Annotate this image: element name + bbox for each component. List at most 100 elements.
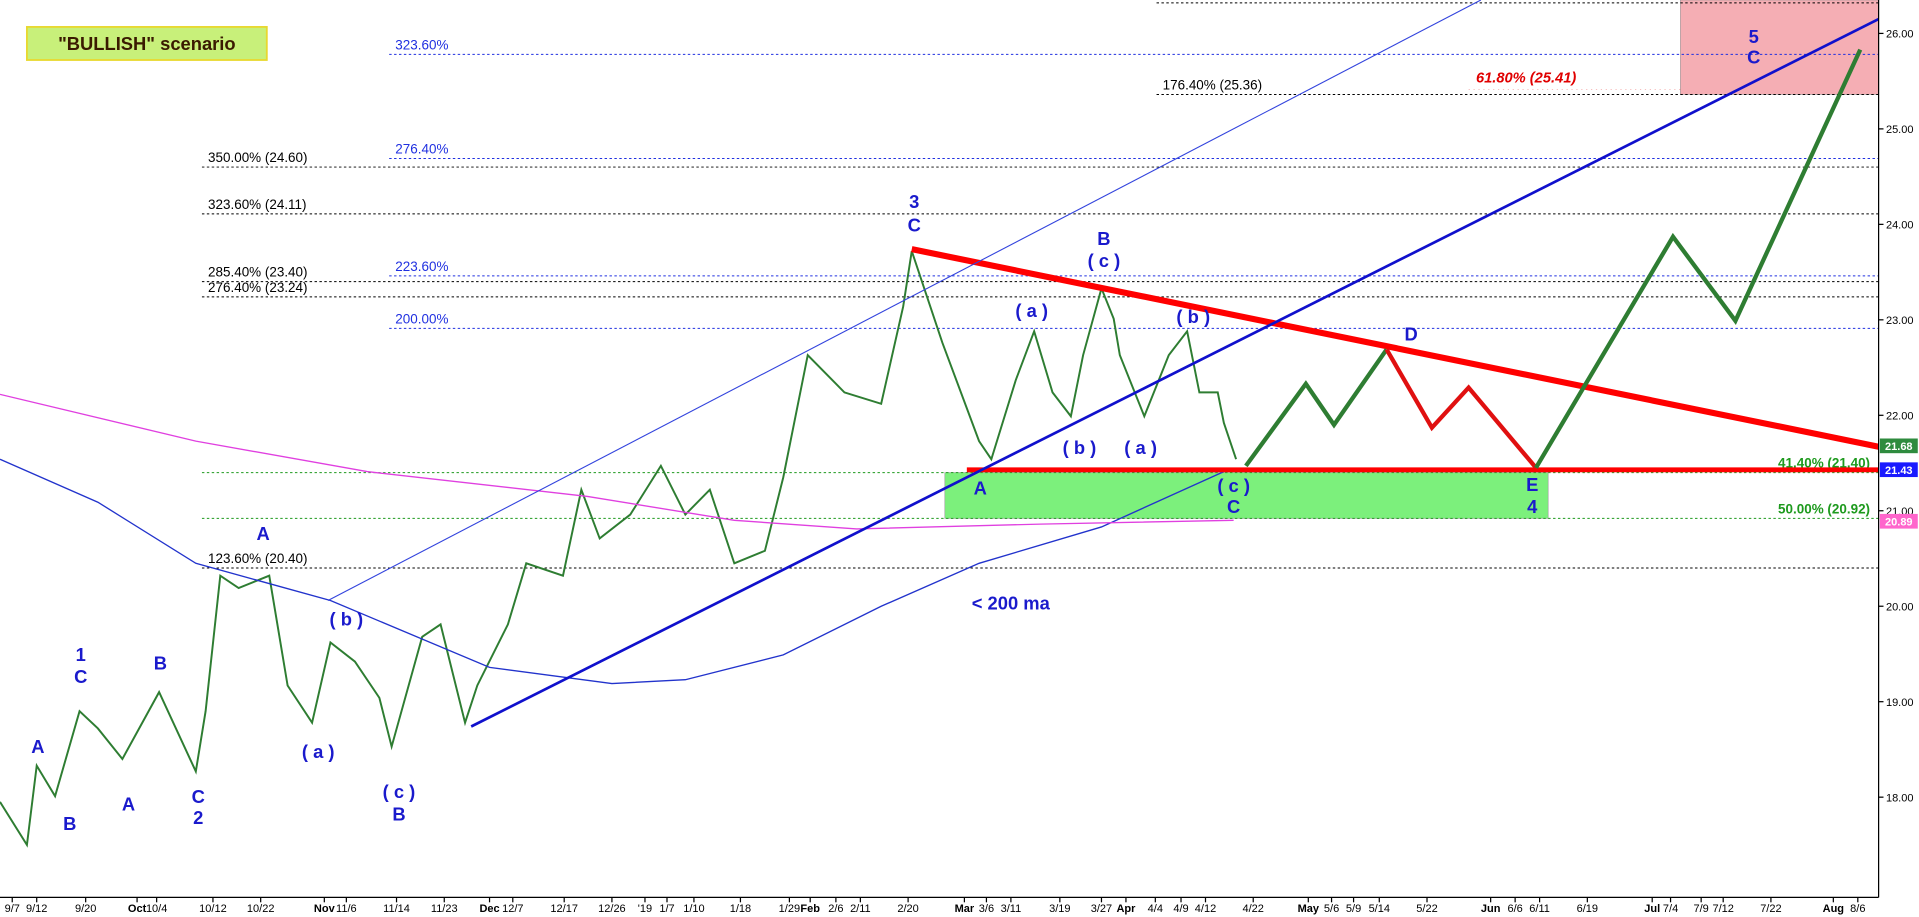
x-tick-label: Aug bbox=[1823, 903, 1844, 915]
x-tick-label: 7/12 bbox=[1712, 903, 1733, 915]
x-tick-label: 11/14 bbox=[383, 903, 410, 915]
x-tick-label: 5/14 bbox=[1369, 903, 1390, 915]
x-tick-label: 6/19 bbox=[1577, 903, 1598, 915]
fib-level-label: 41.40% (21.40) bbox=[1778, 456, 1870, 471]
x-tick-label: Mar bbox=[955, 903, 975, 915]
x-tick-label: 4/4 bbox=[1148, 903, 1163, 915]
x-tick-label: 6/6 bbox=[1507, 903, 1522, 915]
zone bbox=[944, 472, 1549, 519]
y-tick-label: 22.00 bbox=[1886, 411, 1914, 423]
x-tick-label: 7/9 bbox=[1694, 903, 1709, 915]
moving-average bbox=[0, 458, 1225, 685]
x-tick-label: 6/11 bbox=[1529, 903, 1550, 915]
wave-label: ( a ) bbox=[302, 741, 335, 762]
price-tag-label: 21.68 bbox=[1885, 441, 1913, 453]
wave-label: ( b ) bbox=[1063, 437, 1097, 458]
x-tick-label: 4/12 bbox=[1195, 903, 1216, 915]
fib-level-label: 285.40% (23.40) bbox=[208, 265, 307, 280]
x-tick-label: 8/6 bbox=[1850, 903, 1865, 915]
trend-line bbox=[470, 17, 1880, 728]
y-tick-label: 19.00 bbox=[1886, 697, 1914, 709]
price-tag bbox=[1879, 462, 1918, 478]
x-tick-label: '19 bbox=[638, 903, 652, 915]
wave-label: B bbox=[63, 813, 76, 834]
x-tick-label: 7/22 bbox=[1760, 903, 1781, 915]
wave-label: C bbox=[1227, 496, 1240, 517]
fib-level-label: 50.00% (20.92) bbox=[1778, 501, 1870, 516]
wave-label: 1 bbox=[76, 644, 86, 665]
x-tick-label: Jul bbox=[1644, 903, 1660, 915]
x-tick-label: 2/6 bbox=[828, 903, 843, 915]
wave-label: B bbox=[154, 653, 167, 674]
wave-label: A bbox=[31, 736, 44, 757]
wave-label: ( c ) bbox=[383, 781, 416, 802]
x-tick-label: 10/22 bbox=[247, 903, 275, 915]
x-tick-label: 9/12 bbox=[26, 903, 47, 915]
x-tick-label: May bbox=[1298, 903, 1320, 915]
title-box bbox=[26, 26, 268, 61]
trend-line bbox=[327, 0, 1482, 602]
price-line bbox=[0, 250, 1238, 848]
projection-path bbox=[1534, 48, 1863, 469]
wave-label: D bbox=[1404, 323, 1417, 344]
moving-average bbox=[0, 393, 1234, 530]
wave-label: ( a ) bbox=[1124, 437, 1157, 458]
x-tick-label: 12/7 bbox=[502, 903, 523, 915]
trend-line bbox=[911, 246, 1880, 450]
wave-label: 3 bbox=[909, 191, 919, 212]
x-tick-label: 4/22 bbox=[1243, 903, 1264, 915]
price-tag bbox=[1879, 438, 1918, 454]
wave-label: ( b ) bbox=[1176, 306, 1210, 327]
wave-label: C bbox=[74, 666, 87, 687]
wave-label: ( b ) bbox=[330, 609, 364, 630]
y-tick-label: 23.00 bbox=[1886, 315, 1914, 327]
price-tag-label: 21.43 bbox=[1885, 465, 1913, 477]
x-tick-label: 5/6 bbox=[1324, 903, 1339, 915]
projection-path bbox=[1244, 348, 1389, 468]
fib-level-label: 323.60% bbox=[395, 38, 448, 53]
fib-level-label: 276.40% bbox=[395, 142, 448, 157]
x-tick-label: 2/20 bbox=[897, 903, 918, 915]
x-tick-label: 1/7 bbox=[659, 903, 674, 915]
x-tick-label: 3/27 bbox=[1091, 903, 1112, 915]
x-tick-label: Jun bbox=[1481, 903, 1501, 915]
fib-level-label: 223.60% bbox=[395, 259, 448, 274]
y-tick-label: 18.00 bbox=[1886, 792, 1914, 804]
x-tick-label: 9/20 bbox=[75, 903, 96, 915]
x-tick-label: 10/12 bbox=[199, 903, 227, 915]
wave-label: ( c ) bbox=[1217, 475, 1250, 496]
x-tick-label: Feb bbox=[800, 903, 820, 915]
wave-label: A bbox=[256, 523, 269, 544]
price-tag-label: 20.89 bbox=[1885, 517, 1913, 529]
zone bbox=[1680, 0, 1879, 95]
fib-level-label: 350.00% (24.60) bbox=[208, 150, 307, 165]
x-tick-label: Nov bbox=[314, 903, 336, 915]
fib-level-label: 123.60% (20.40) bbox=[208, 551, 307, 566]
wave-label: 2 bbox=[193, 807, 203, 828]
fib-level-label: 323.60% (24.11) bbox=[208, 197, 306, 212]
x-tick-label: 10/4 bbox=[146, 903, 167, 915]
y-tick-label: 24.00 bbox=[1886, 220, 1914, 232]
wave-label: 4 bbox=[1527, 496, 1538, 517]
x-tick-label: 5/9 bbox=[1346, 903, 1361, 915]
wave-label: C bbox=[192, 786, 205, 807]
x-tick-label: 1/29 bbox=[779, 903, 800, 915]
fib-level-label: 176.40% (25.36) bbox=[1163, 78, 1262, 93]
y-tick-label: 25.00 bbox=[1886, 124, 1914, 136]
wave-label: A bbox=[122, 793, 135, 814]
wave-label: A bbox=[974, 478, 987, 499]
y-tick-label: 26.00 bbox=[1886, 29, 1914, 41]
x-tick-label: 9/7 bbox=[5, 903, 20, 915]
x-tick-label: Apr bbox=[1116, 903, 1136, 915]
projection-path bbox=[1384, 348, 1538, 470]
x-tick-label: Dec bbox=[479, 903, 499, 915]
x-tick-label: 3/6 bbox=[979, 903, 994, 915]
fib-level-label: 200.00% bbox=[395, 312, 448, 327]
fib-level-label: 276.40% (23.24) bbox=[208, 280, 307, 295]
x-tick-label: 4/9 bbox=[1173, 903, 1188, 915]
x-tick-label: 1/10 bbox=[683, 903, 704, 915]
